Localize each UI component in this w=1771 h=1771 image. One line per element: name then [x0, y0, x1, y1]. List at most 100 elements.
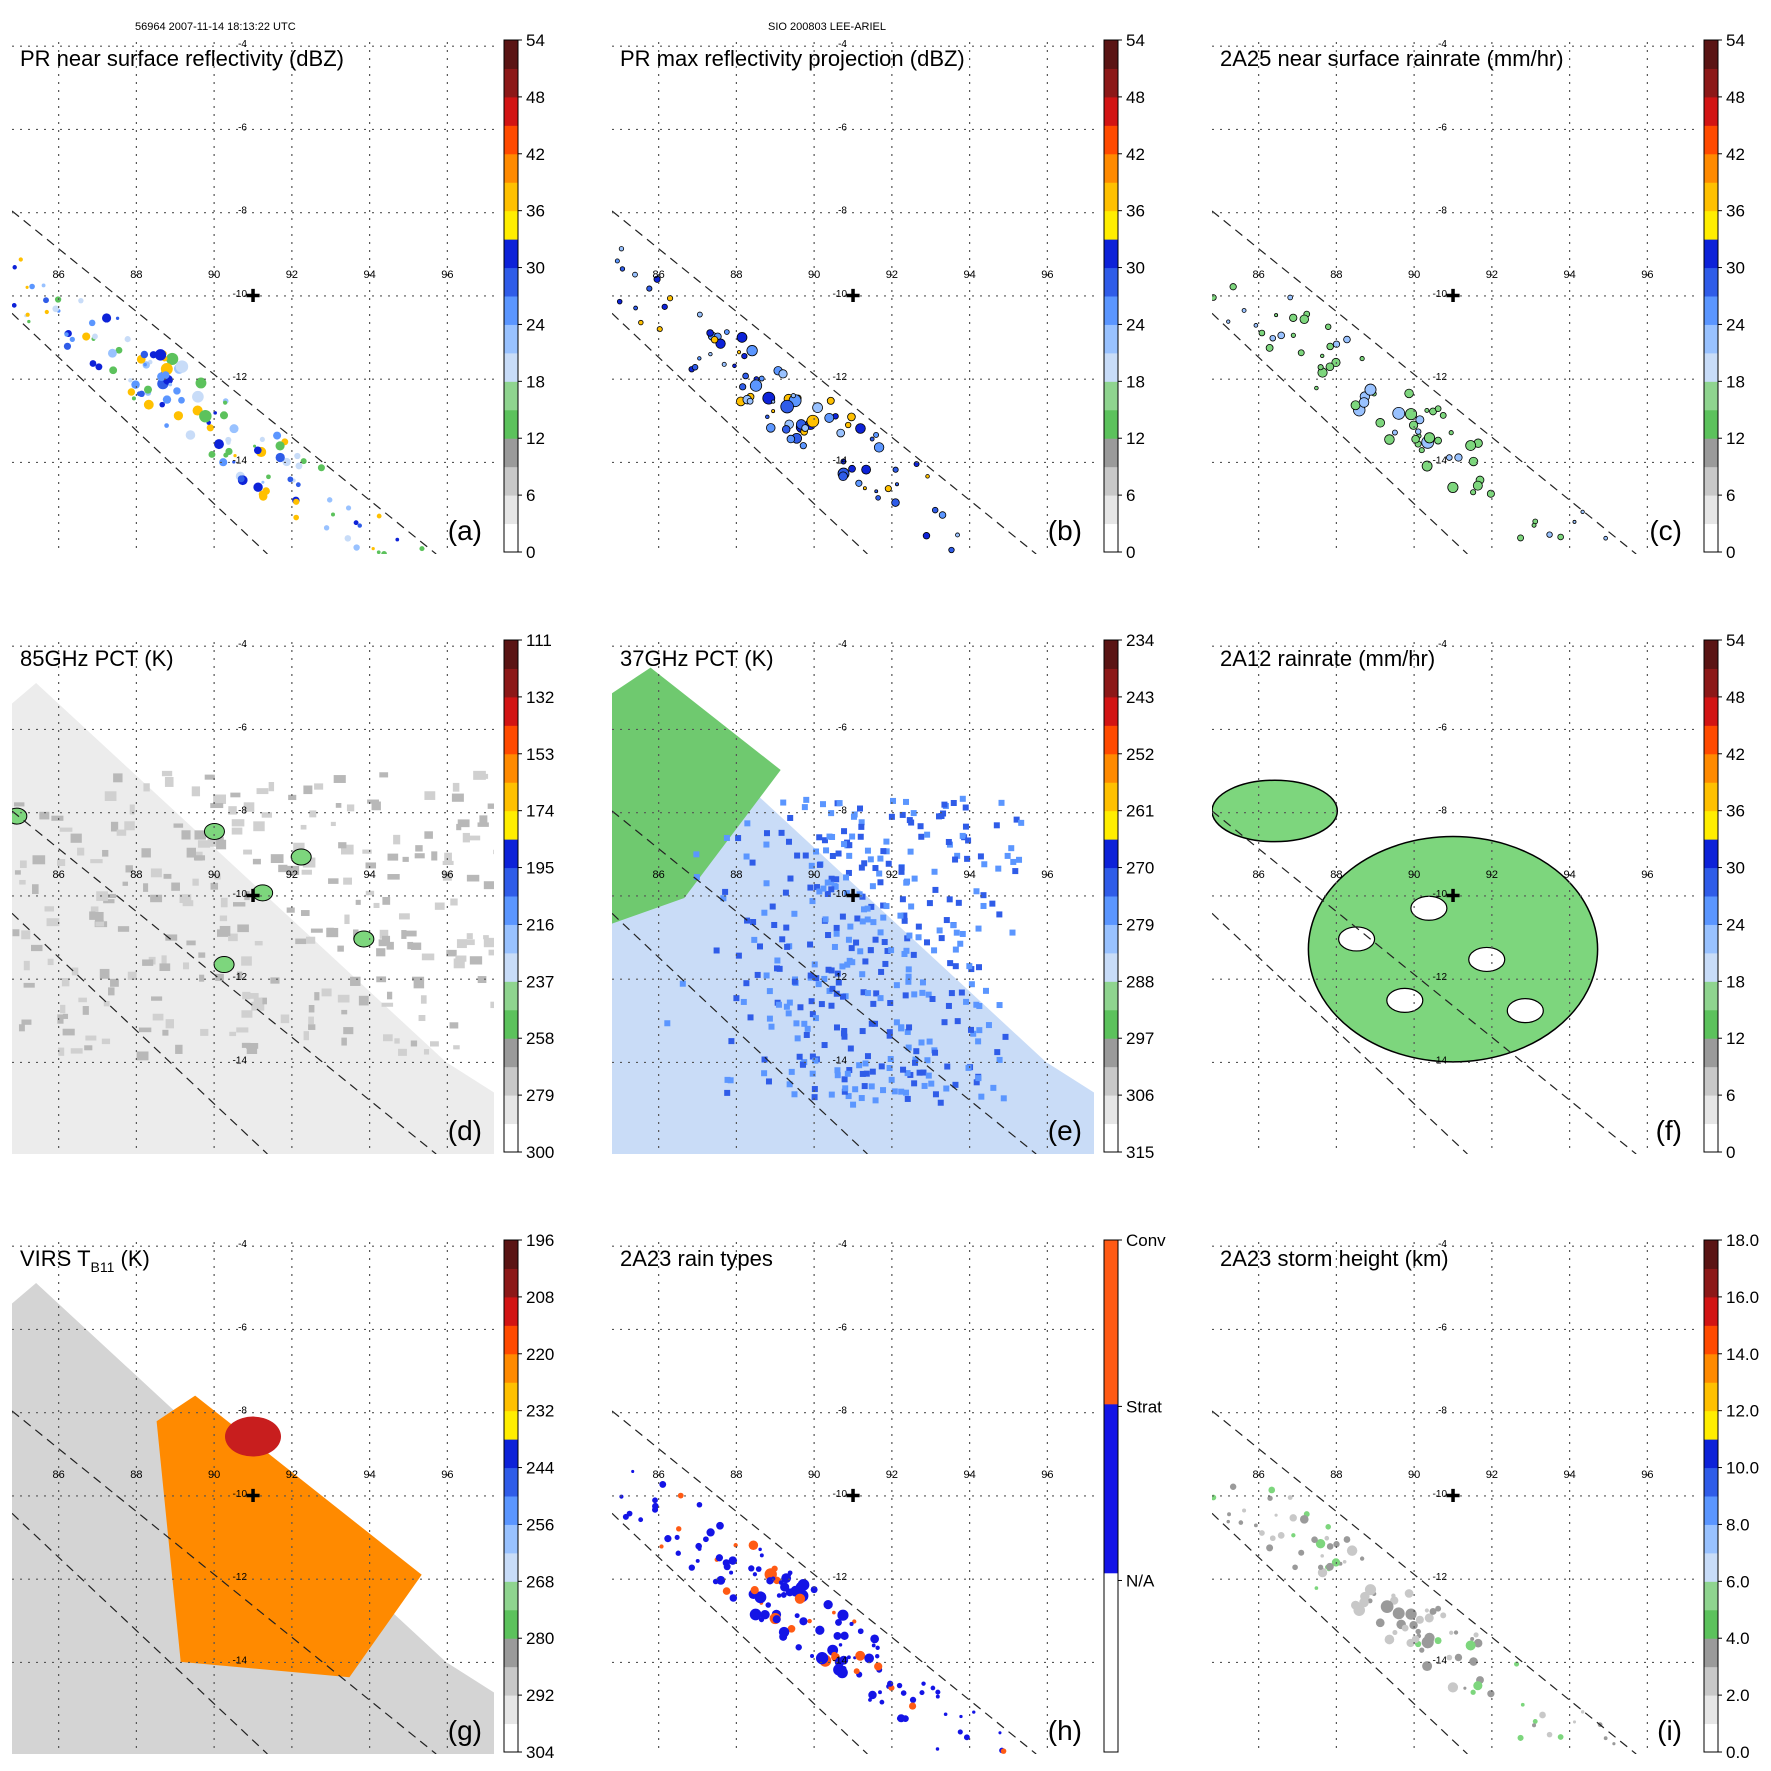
blue-pixel — [828, 879, 835, 886]
blue-pixel — [1008, 845, 1015, 852]
colorbar-tick-label: 14.0 — [1726, 1345, 1759, 1364]
gray-pixel — [490, 1001, 494, 1009]
lon-tick-label: 86 — [653, 269, 665, 281]
rain-pixel — [1226, 1519, 1230, 1524]
gray-pixel — [61, 978, 70, 987]
rain-pixel — [638, 1517, 644, 1523]
blue-pixel — [921, 1082, 928, 1089]
panel-body — [12, 210, 437, 554]
rain-pixel — [838, 471, 848, 482]
blue-pixel — [779, 936, 786, 943]
gray-pixel — [401, 930, 407, 939]
cold-cloud-region — [156, 1395, 422, 1678]
rain-pixel — [797, 1578, 810, 1591]
rain-pixel — [721, 361, 727, 367]
gray-pixel — [99, 968, 110, 979]
lon-tick-label: 90 — [208, 1469, 220, 1481]
gray-pixel — [407, 941, 414, 950]
gray-pixel — [186, 940, 196, 946]
gray-pixel — [31, 884, 39, 895]
blue-pixel — [811, 961, 818, 968]
colorbar-tick-label: 12 — [1126, 429, 1145, 448]
gray-pixel — [129, 804, 135, 815]
gray-pixel — [308, 1024, 316, 1030]
rain-pixel — [1359, 1556, 1365, 1561]
colorbar-segment — [1104, 40, 1118, 69]
rain-pixel — [852, 1619, 857, 1624]
lon-tick-label: 92 — [286, 1469, 298, 1481]
colorbar-segment — [1704, 324, 1718, 354]
gray-pixel — [367, 799, 379, 804]
blue-pixel — [793, 1020, 800, 1027]
colorbar-segment — [504, 924, 518, 954]
gray-pixel — [14, 870, 21, 875]
gray-pixel — [253, 821, 265, 832]
swath-edge-line — [12, 1512, 268, 1754]
rain-pixel — [1375, 418, 1386, 428]
rain-pixel — [124, 336, 131, 343]
rain-pixel — [935, 1689, 941, 1695]
gray-pixel — [108, 987, 115, 996]
colorbar-tick-label: 48 — [1126, 88, 1145, 107]
lon-tick-label: 94 — [363, 869, 375, 881]
blue-pixel — [733, 995, 740, 1002]
colorbar-tick-label: 270 — [1126, 859, 1154, 878]
blue-pixel — [831, 883, 838, 890]
gray-pixel — [337, 945, 344, 952]
rain-pixel — [1238, 1520, 1244, 1525]
panel-e: 86 88 90 92 94 96 -4 -6 -8 -10 -12 -14 ✚ 37GHz PCT (K… — [612, 631, 1154, 1162]
lon-tick-label: 96 — [1041, 869, 1053, 881]
gray-pixel — [236, 971, 243, 980]
blue-pixel — [911, 1080, 918, 1087]
colorbar-frame — [1103, 39, 1119, 553]
colorbar-segment — [504, 523, 518, 553]
blue-pixel — [831, 943, 838, 950]
lon-tick-label: 90 — [1408, 269, 1420, 281]
blue-pixel — [833, 990, 840, 997]
blue-pixel — [864, 916, 871, 923]
rain-pixel — [344, 535, 352, 542]
panel-letter: (e) — [1048, 1115, 1082, 1146]
rain-pixel — [771, 409, 776, 414]
rain-pixel — [771, 399, 776, 404]
colorbar-segment — [504, 1240, 518, 1269]
blue-pixel — [886, 1065, 893, 1072]
rain-pixel — [1320, 1554, 1324, 1558]
gray-pixel — [103, 1000, 110, 1007]
blue-pixel — [998, 799, 1005, 806]
rain-pixel — [1326, 342, 1334, 351]
rain-pixel — [823, 1599, 833, 1610]
rain-pixel — [208, 451, 216, 458]
colorbar-tick-label: 48 — [1726, 688, 1745, 707]
gray-pixel — [217, 836, 224, 841]
blue-pixel — [825, 932, 832, 939]
gray-pixel — [216, 839, 227, 850]
rain-pixel — [376, 550, 381, 554]
colorbar-tick-label: 36 — [1726, 802, 1745, 821]
rain-pixel — [1473, 1632, 1479, 1638]
rain-pixel — [192, 390, 204, 403]
rain-pixel — [206, 424, 214, 432]
gray-pixel — [90, 859, 103, 864]
header-orbit-time: 56964 2007-11-14 18:13:22 UTC — [135, 21, 296, 33]
blue-pixel — [870, 1000, 877, 1007]
lon-tick-label: 96 — [1041, 269, 1053, 281]
colorbar-tick-label: 132 — [526, 688, 554, 707]
rain-pixel — [326, 497, 333, 503]
gray-pixel — [415, 845, 423, 852]
blue-pixel — [841, 1088, 848, 1095]
blue-pixel — [835, 850, 842, 857]
rain-pixel — [115, 346, 123, 354]
rain-pixel — [1289, 313, 1298, 322]
blue-pixel — [664, 1020, 671, 1027]
colorbar-segment — [1104, 495, 1118, 525]
rain-pixel — [1317, 364, 1324, 371]
rain-pixel — [1434, 1637, 1442, 1645]
colorbar-tick-label: 234 — [1126, 631, 1154, 650]
blue-pixel — [761, 1070, 768, 1077]
colorbar-tick-label: 16.0 — [1726, 1288, 1759, 1307]
gray-pixel — [125, 865, 133, 873]
rain-pixel — [1517, 534, 1525, 542]
lon-tick-label: 96 — [1041, 1469, 1053, 1481]
gray-pixel — [488, 949, 494, 956]
